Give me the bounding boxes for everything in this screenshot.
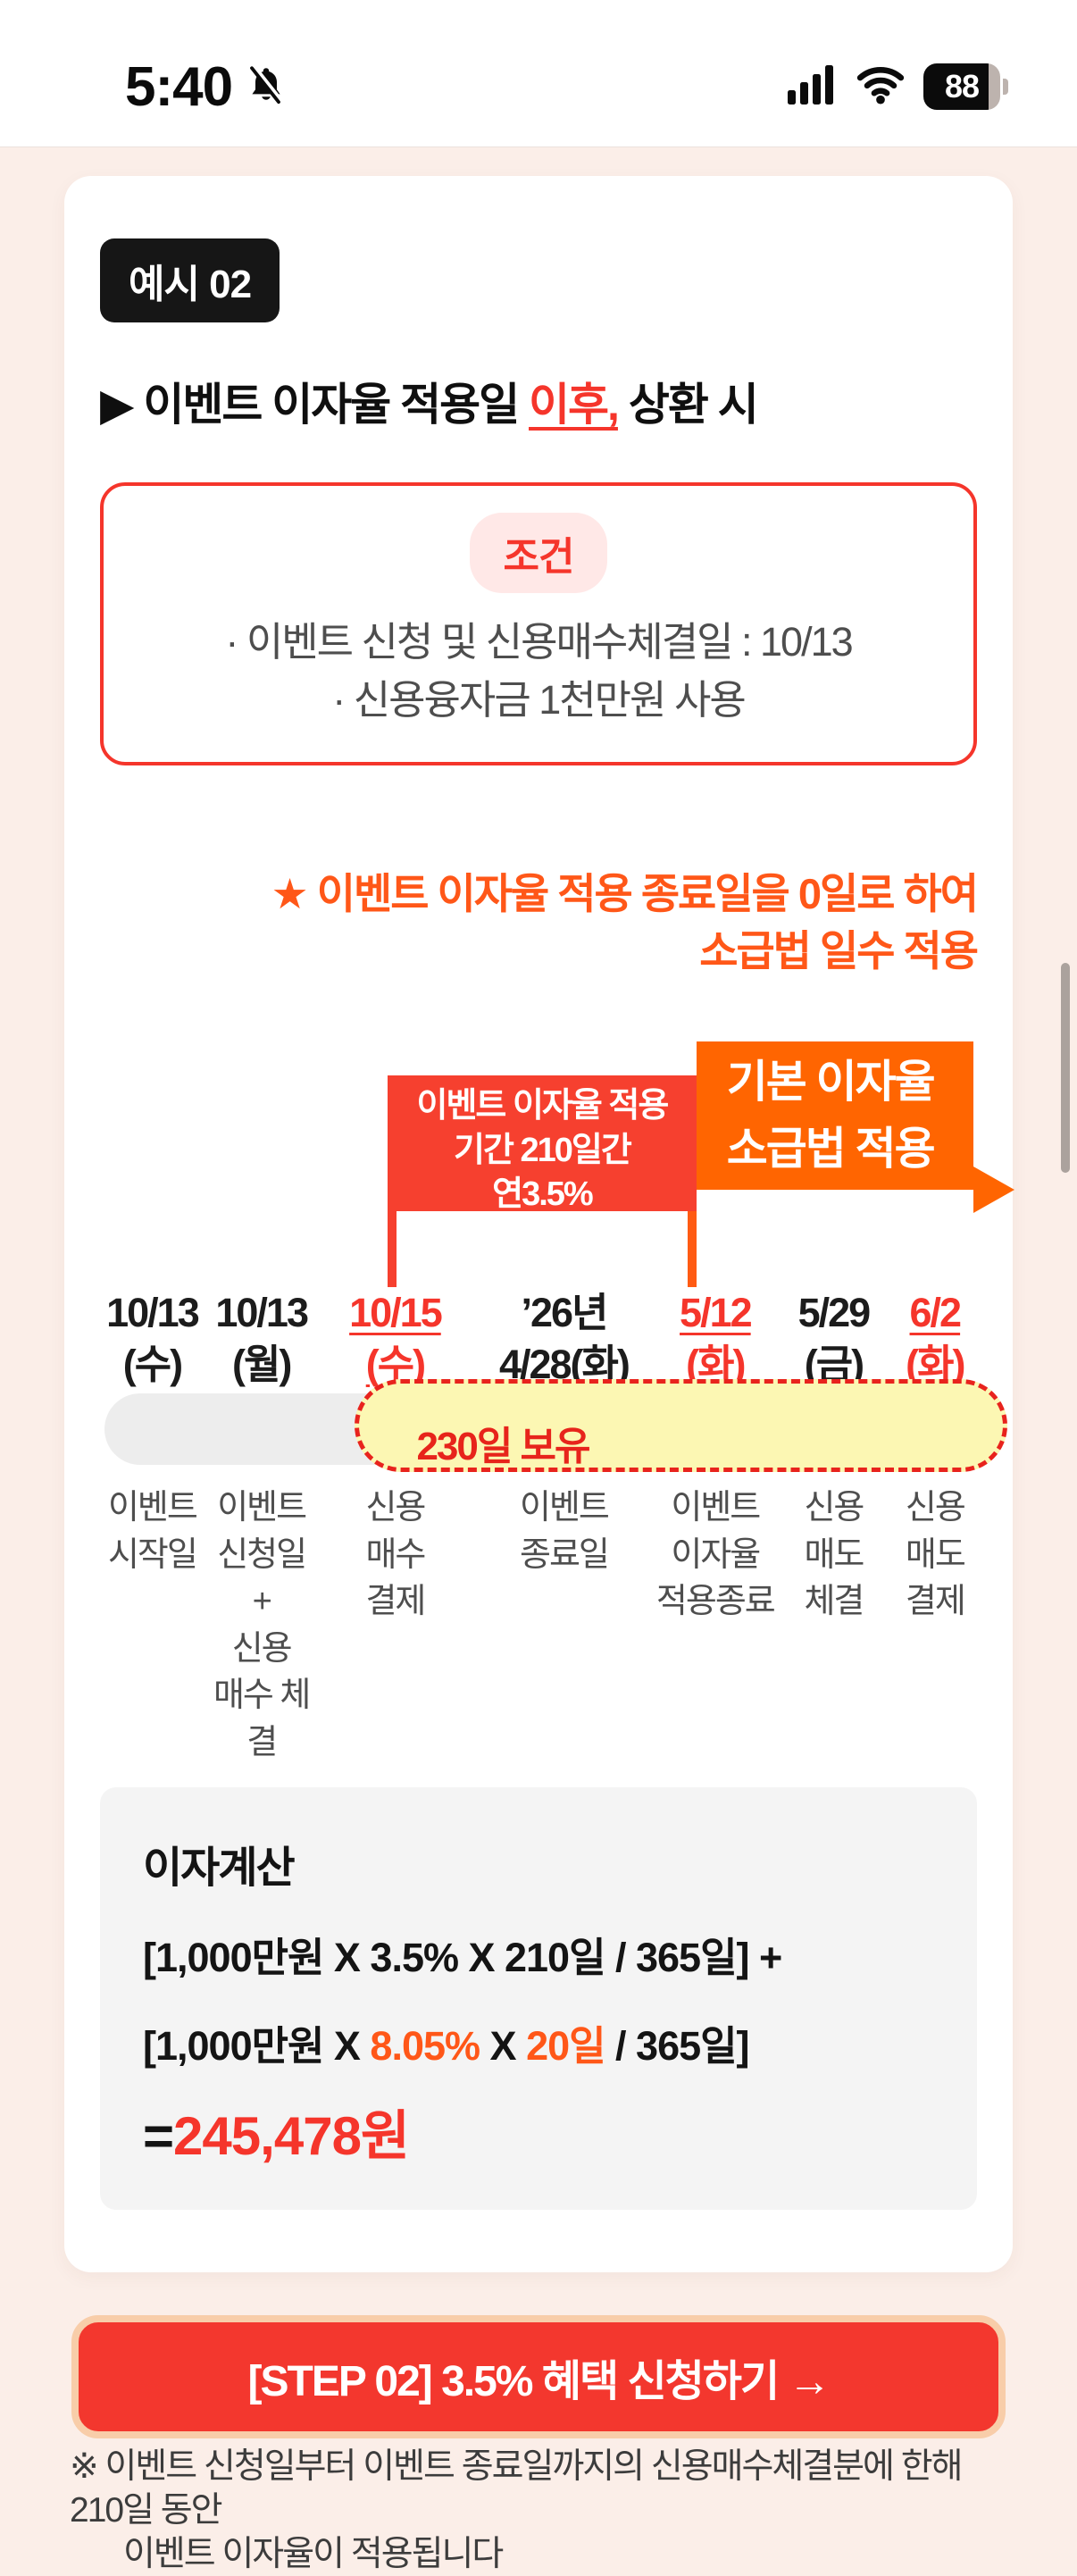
clock-text: 5:40 bbox=[125, 55, 233, 118]
cellular-signal-icon bbox=[786, 64, 838, 109]
section-title: ▶ 이벤트 이자율 적용일 이후, 상환 시 bbox=[100, 369, 977, 433]
footnote: ※ 이벤트 신청일부터 이벤트 종료일까지의 신용매수체결분에 한해 210일 … bbox=[70, 2446, 1007, 2576]
event-rate-line-2: 기간 210일간 bbox=[454, 1131, 632, 1169]
base-rate-box: 기본 이자율 소급법 적용 bbox=[687, 1041, 1015, 1288]
interest-calc-box: 이자계산 [1,000만원 X 3.5% X 210일 / 365일] + [1… bbox=[100, 1787, 977, 2211]
calc-result-value: 245,478원 bbox=[173, 2106, 410, 2167]
condition-item: · 이벤트 신청 및 신용매수체결일 : 10/13 bbox=[225, 619, 853, 665]
example-badge: 예시 02 bbox=[100, 238, 280, 322]
condition-items: · 이벤트 신청 및 신용매수체결일 : 10/13 · 신용융자금 1천만원 … bbox=[121, 613, 956, 730]
calc-result: =245,478원 bbox=[143, 2093, 934, 2170]
timeline-date: ’26년 4/28(화) bbox=[498, 1290, 630, 1387]
timeline-label: 이벤트 시작일 bbox=[107, 1489, 198, 1574]
battery-percent-text: 88 bbox=[944, 68, 980, 105]
calc-rate-highlight: 8.05% bbox=[370, 2023, 480, 2070]
note-line-1: ★ 이벤트 이자율 적용 종료일을 0일로 하여 bbox=[271, 869, 979, 917]
event-rate-box: 이벤트 이자율 적용 기간 210일간 연3.5% bbox=[388, 1075, 697, 1288]
timeline-date: 10/15 (수) bbox=[349, 1290, 443, 1387]
rate-period-diagram: 기본 이자율 소급법 적용 이벤트 이자율 적용 기간 210일간 연3.5% bbox=[100, 1041, 1015, 1288]
timeline-track: 230일 보유 bbox=[100, 1379, 1008, 1479]
title-accent: 이후, bbox=[529, 380, 620, 430]
base-rate-line-1: 기본 이자율 bbox=[726, 1057, 936, 1108]
calc-title: 이자계산 bbox=[143, 1844, 296, 1893]
timeline-label: 이벤트 이자율 적용종료 bbox=[655, 1489, 776, 1621]
holding-days-label: 230일 보유 bbox=[416, 1425, 590, 1469]
calc-line-1: [1,000만원 X 3.5% X 210일 / 365일] + bbox=[143, 1935, 782, 1981]
condition-item: · 신용융자금 1천만원 사용 bbox=[332, 677, 747, 723]
status-bar: 5:40 bbox=[0, 0, 1077, 147]
timeline-dates-row: 10/13 (수) 10/13 (월) 10/15 (수) ’26년 4/28(화) 5… bbox=[100, 1287, 977, 1390]
timeline-label: 신용 매도 체결 bbox=[804, 1489, 864, 1621]
timeline-label: 이벤트 신청일 + 신용 매수 체결 bbox=[213, 1489, 311, 1761]
holding-period-capsule bbox=[354, 1379, 1008, 1473]
timeline-date: 10/13 (수) bbox=[106, 1290, 200, 1387]
timeline-labels-row: 이벤트 시작일 이벤트 신청일 + 신용 매수 체결 신용 매수 결제 이벤트 … bbox=[100, 1485, 977, 1766]
page-body: 예시 02 ▶ 이벤트 이자율 적용일 이후, 상환 시 조건 · 이벤트 신청… bbox=[0, 147, 1077, 2576]
footnote-line-2: 이벤트 이자율이 적용됩니다 bbox=[123, 2534, 504, 2573]
condition-badge: 조건 bbox=[469, 513, 608, 593]
title-suffix: 상환 시 bbox=[617, 380, 759, 430]
note-line-2: 소급법 일수 적용 bbox=[699, 927, 979, 975]
scrollbar-thumb[interactable] bbox=[1061, 963, 1070, 1173]
timeline-date: 10/13 (월) bbox=[215, 1290, 309, 1387]
status-time-group: 5:40 bbox=[125, 55, 288, 119]
wifi-icon bbox=[856, 65, 906, 109]
timeline-label: 신용 매수 결제 bbox=[365, 1489, 426, 1621]
event-rate-line-3: 연3.5% bbox=[492, 1175, 594, 1213]
title-prefix: ▶ 이벤트 이자율 적용일 bbox=[100, 380, 530, 430]
event-example-card: 예시 02 ▶ 이벤트 이자율 적용일 이후, 상환 시 조건 · 이벤트 신청… bbox=[64, 176, 1015, 2273]
calc-line-2: [1,000만원 X 8.05% X 20일 / 365일] bbox=[143, 2023, 750, 2070]
footnote-line-1: ※ 이벤트 신청일부터 이벤트 종료일까지의 신용매수체결분에 한해 210일 … bbox=[70, 2447, 963, 2530]
timeline-date: 5/29 (금) bbox=[797, 1290, 872, 1387]
timeline-date: 5/12 (화) bbox=[680, 1290, 753, 1387]
base-rate-line-2: 소급법 적용 bbox=[726, 1124, 936, 1175]
apply-benefit-button[interactable]: [STEP 02] 3.5% 혜택 신청하기 → bbox=[71, 2315, 1006, 2439]
retroactive-note: ★ 이벤트 이자율 적용 종료일을 0일로 하여 소급법 일수 적용 bbox=[100, 866, 979, 982]
bell-slash-icon bbox=[245, 63, 288, 111]
status-right-icons: 88 bbox=[786, 63, 1000, 110]
condition-box: 조건 · 이벤트 신청 및 신용매수체결일 : 10/13 · 신용융자금 1천… bbox=[100, 482, 977, 765]
timeline-label: 이벤트 종료일 bbox=[520, 1489, 610, 1574]
calc-days-highlight: 20일 bbox=[526, 2023, 605, 2070]
timeline-label: 신용 매도 결제 bbox=[905, 1489, 966, 1621]
battery-icon: 88 bbox=[923, 63, 1000, 110]
event-rate-line-1: 이벤트 이자율 적용 bbox=[416, 1087, 670, 1125]
calc-equals: = bbox=[143, 2106, 174, 2167]
timeline-date: 6/2 (화) bbox=[906, 1290, 965, 1387]
